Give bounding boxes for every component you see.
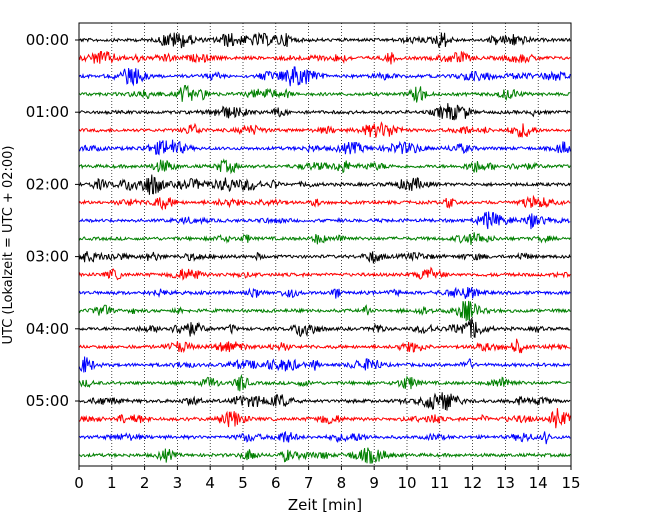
x-tick-label: 14 bbox=[529, 474, 548, 492]
x-tick-label: 12 bbox=[463, 474, 482, 492]
y-tick-label: 01:00 bbox=[26, 103, 69, 121]
trace-line bbox=[79, 211, 571, 230]
trace-line bbox=[78, 338, 571, 354]
grid-lines bbox=[111, 23, 539, 466]
x-tick-label: 3 bbox=[173, 474, 183, 492]
x-tick-label: 11 bbox=[430, 474, 449, 492]
y-axis-ticks: 00:00 01:00 02:00 03:00 04:00 05:00 bbox=[26, 31, 79, 410]
trace-line bbox=[78, 251, 571, 264]
trace-line bbox=[78, 392, 571, 411]
trace-line bbox=[78, 194, 571, 211]
trace-line bbox=[78, 317, 571, 338]
trace-line bbox=[78, 300, 571, 322]
x-axis-ticks: 0 1 2 3 4 5 6 7 8 9 10 11 12 13 14 15 bbox=[74, 466, 581, 492]
trace-line bbox=[78, 373, 571, 392]
y-tick-label: 03:00 bbox=[26, 248, 69, 266]
trace-line bbox=[78, 66, 571, 87]
trace-line bbox=[78, 447, 571, 464]
x-tick-label: 8 bbox=[337, 474, 347, 492]
x-tick-label: 10 bbox=[397, 474, 416, 492]
x-tick-label: 5 bbox=[238, 474, 248, 492]
trace-line bbox=[78, 232, 571, 245]
x-tick-label: 9 bbox=[369, 474, 379, 492]
trace-line bbox=[78, 103, 571, 121]
trace-line bbox=[78, 286, 571, 299]
x-tick-label: 2 bbox=[140, 474, 150, 492]
trace-line bbox=[78, 139, 571, 156]
traces bbox=[78, 31, 571, 464]
trace-line bbox=[78, 121, 571, 138]
trace-line bbox=[78, 266, 571, 281]
y-axis-title: UTC (Lokalzeit = UTC + 02:00) bbox=[1, 146, 16, 345]
trace-line bbox=[78, 158, 571, 175]
y-tick-label: 05:00 bbox=[26, 392, 69, 410]
trace-line bbox=[78, 31, 571, 49]
x-axis-title: Zeit [min] bbox=[288, 496, 362, 514]
trace-line bbox=[78, 50, 571, 65]
x-tick-label: 15 bbox=[561, 474, 580, 492]
plot-frame bbox=[78, 22, 572, 467]
x-tick-label: 6 bbox=[271, 474, 281, 492]
y-tick-label: 00:00 bbox=[26, 31, 69, 49]
x-tick-label: 0 bbox=[74, 474, 84, 492]
trace-line bbox=[79, 84, 571, 103]
y-tick-label: 04:00 bbox=[26, 320, 69, 338]
trace-line bbox=[78, 174, 571, 195]
x-tick-label: 7 bbox=[304, 474, 314, 492]
x-tick-label: 1 bbox=[107, 474, 117, 492]
x-tick-label: 13 bbox=[496, 474, 515, 492]
trace-line bbox=[78, 408, 571, 429]
trace-line bbox=[78, 430, 571, 445]
x-tick-label: 4 bbox=[205, 474, 215, 492]
y-tick-label: 02:00 bbox=[26, 175, 69, 193]
trace-line bbox=[78, 356, 571, 373]
